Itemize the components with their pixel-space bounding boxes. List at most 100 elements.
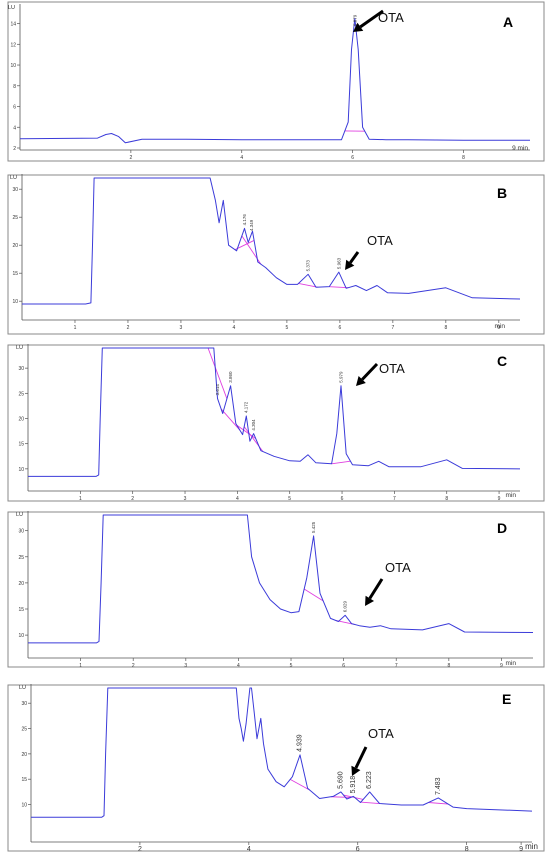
- x-tick-label: 3: [184, 663, 187, 669]
- y-tick-label: 10: [18, 467, 24, 473]
- x-tick-label: 6: [338, 325, 341, 331]
- panel-frame: [7, 1, 545, 162]
- x-tick-label: 6: [342, 663, 345, 669]
- x-tick-label: 7: [391, 325, 394, 331]
- y-tick-label: 15: [12, 271, 18, 277]
- y-tick-label: 15: [18, 607, 24, 613]
- x-tick-label: 7: [393, 496, 396, 502]
- x-tick-label: 2: [132, 663, 135, 669]
- peak-label: 5.690: [337, 771, 344, 789]
- y-tick-label: 30: [21, 701, 27, 707]
- x-tick-label: 3: [184, 496, 187, 502]
- y-tick-label: 12: [10, 42, 16, 48]
- x-tick-label: 1: [74, 325, 77, 331]
- x-tick-label: 6: [356, 846, 360, 853]
- y-tick-label: 30: [12, 187, 18, 193]
- peak-label: 4.304: [251, 419, 256, 431]
- y-tick-label: 15: [21, 777, 27, 783]
- x-tick-label: 9: [519, 846, 523, 853]
- peak-baseline: [331, 460, 351, 465]
- peak-baseline: [331, 796, 351, 798]
- x-unit-label: min: [525, 842, 538, 851]
- peak-label: 6.029: [343, 601, 348, 613]
- panel-label: C: [497, 353, 507, 369]
- ota-arrow: [349, 251, 360, 264]
- y-tick-label: 10: [18, 633, 24, 639]
- panel-frame: [7, 174, 545, 335]
- y-tick-label: 10: [12, 299, 18, 305]
- x-tick-label: 7: [395, 663, 398, 669]
- x-tick-label: 6: [341, 496, 344, 502]
- peak-baseline: [343, 794, 364, 800]
- x-tick-label: 5: [288, 496, 291, 502]
- x-tick-label: 4: [240, 155, 243, 161]
- y-tick-label: 10: [21, 803, 27, 809]
- y-tick-label: 25: [18, 391, 24, 397]
- ota-annotation: OTA: [379, 361, 405, 376]
- x-tick-label: 4: [247, 846, 251, 853]
- peak-label: 4.172: [244, 401, 249, 413]
- peak-baseline: [303, 588, 324, 602]
- x-tick-label: 8: [447, 663, 450, 669]
- y-tick-label: 14: [10, 22, 16, 28]
- ota-arrowhead: [353, 22, 364, 32]
- peak-baseline: [428, 802, 449, 805]
- y-tick-label: 25: [18, 555, 24, 561]
- chromatogram-panel-c: 10 15 20 25 30 LU 1 2 3 4 5 6 7 8 9 min 3.614 3.860 4.172 4…: [7, 344, 545, 502]
- ota-arrow: [359, 9, 384, 29]
- x-tick-label: 2: [127, 325, 130, 331]
- peak-baseline: [207, 347, 228, 399]
- peak-baseline: [234, 240, 255, 251]
- y-tick-label: 20: [21, 752, 27, 758]
- y-tick-label: 8: [13, 84, 16, 90]
- y-tick-label: 15: [18, 442, 24, 448]
- y-tick-label: 6: [13, 105, 16, 111]
- integration-baseline: [289, 778, 449, 805]
- x-tick-label: 4: [237, 663, 240, 669]
- panel-frame: [7, 511, 545, 668]
- x-unit-label: 9 min: [512, 145, 528, 152]
- x-unit-label: min: [506, 660, 517, 667]
- panel-label: D: [497, 520, 507, 536]
- x-tick-label: 9: [498, 496, 501, 502]
- y-tick-label: 20: [18, 417, 24, 423]
- peak-label: 3.860: [228, 371, 233, 383]
- peak-label: 5.373: [306, 260, 311, 272]
- x-tick-label: 2: [129, 155, 132, 161]
- peak-label: 5.879: [352, 14, 357, 26]
- chromatogram-panel-e: 10 15 20 25 30 LU 2 4 6 8 9 min 4.939 5.690 5.918 6.223…: [7, 684, 545, 853]
- peak-label: 7.483: [435, 777, 442, 795]
- ota-arrow: [354, 746, 368, 769]
- chromatogram-panel-d: 10 15 20 25 30 LU 1 2 3 4 5 6 7 8 9 min 5.425 6.029 D OTA: [7, 511, 545, 669]
- peak-label: 4.939: [297, 734, 304, 752]
- y-tick-label: 20: [12, 243, 18, 249]
- panel-label: E: [502, 691, 511, 707]
- peak-label: 5.918: [350, 776, 357, 794]
- peak-label: 4.349: [249, 219, 254, 231]
- x-tick-label: 8: [465, 846, 469, 853]
- x-tick-label: 8: [462, 155, 465, 161]
- x-tick-label: 2: [138, 846, 142, 853]
- ota-arrowhead: [356, 376, 366, 386]
- y-unit-label: LU: [16, 345, 23, 351]
- chromatogram-trace: [28, 514, 533, 644]
- x-tick-label: 5: [290, 663, 293, 669]
- peak-label: 3.614: [215, 384, 220, 396]
- ota-annotation: OTA: [368, 726, 394, 741]
- peak-label: 4.176: [242, 214, 247, 226]
- y-unit-label: LU: [16, 512, 23, 518]
- chromatogram-trace: [22, 177, 520, 305]
- y-tick-label: 25: [21, 727, 27, 733]
- integration-baseline: [234, 235, 349, 289]
- panel-label: B: [497, 185, 507, 201]
- x-tick-label: 1: [79, 663, 82, 669]
- x-tick-label: 1: [79, 496, 82, 502]
- chromatogram-panel-a: 2 4 6 8 10 12 14 LU 2 4 6 8 9 min 5.879 A OTA: [7, 1, 545, 162]
- peak-label: 5.979: [338, 371, 343, 383]
- x-tick-label: 5: [286, 325, 289, 331]
- ota-annotation: OTA: [367, 233, 393, 248]
- x-tick-label: 2: [131, 496, 134, 502]
- peak-label: 5.425: [311, 521, 316, 533]
